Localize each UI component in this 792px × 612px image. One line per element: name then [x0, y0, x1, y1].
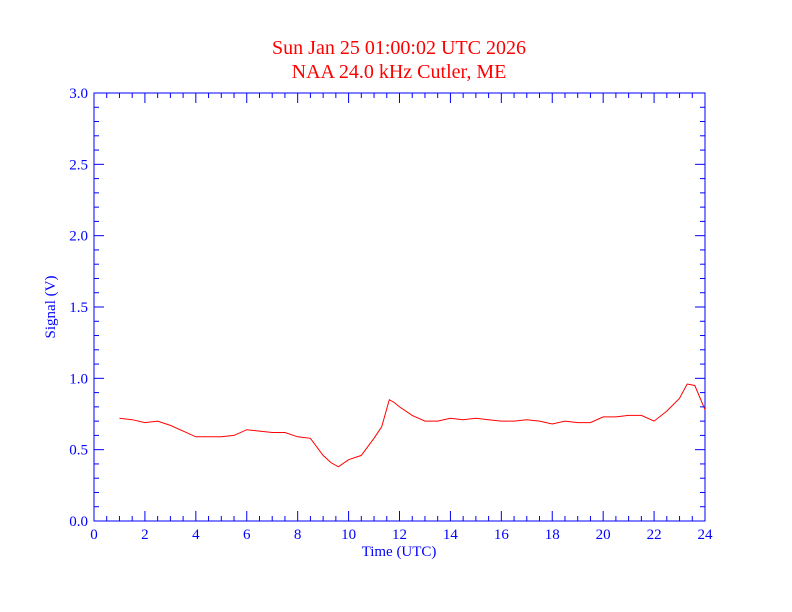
x-tick-label: 12 — [392, 527, 407, 543]
x-tick-label: 24 — [698, 527, 714, 543]
x-tick-label: 4 — [192, 527, 200, 543]
y-tick-label: 0.0 — [69, 514, 88, 530]
y-tick-label: 1.0 — [69, 371, 88, 387]
x-axis-label: Time (UTC) — [362, 544, 437, 560]
x-tick-label: 0 — [90, 527, 98, 543]
x-tick-label: 22 — [647, 527, 662, 543]
x-tick-label: 20 — [596, 527, 611, 543]
axis-ticks — [93, 92, 706, 522]
y-tick-label: 3.0 — [69, 86, 88, 102]
x-tick-label: 10 — [341, 527, 356, 543]
x-tick-label: 16 — [494, 527, 510, 543]
y-tick-label: 0.5 — [69, 443, 88, 459]
tick-labels: 0 2 4 6 8 10 12 14 16 18 20 22 240.00.51.01.52.02.53… — [69, 86, 713, 543]
y-tick-label: 1.5 — [69, 300, 88, 316]
x-tick-label: 8 — [294, 527, 302, 543]
y-axis-label: Signal (V) — [43, 276, 59, 339]
y-tick-label: 2.0 — [69, 229, 88, 245]
chart-subtitle: NAA 24.0 kHz Cutler, ME — [292, 61, 507, 83]
x-tick-label: 18 — [545, 527, 560, 543]
chart-title: Sun Jan 25 01:00:02 UTC 2026 — [272, 37, 526, 59]
x-tick-label: 14 — [443, 527, 459, 543]
signal-series-line — [119, 383, 706, 468]
x-tick-label: 2 — [141, 527, 149, 543]
x-tick-label: 6 — [243, 527, 251, 543]
plot-frame — [93, 92, 706, 522]
y-tick-label: 2.5 — [69, 157, 88, 173]
